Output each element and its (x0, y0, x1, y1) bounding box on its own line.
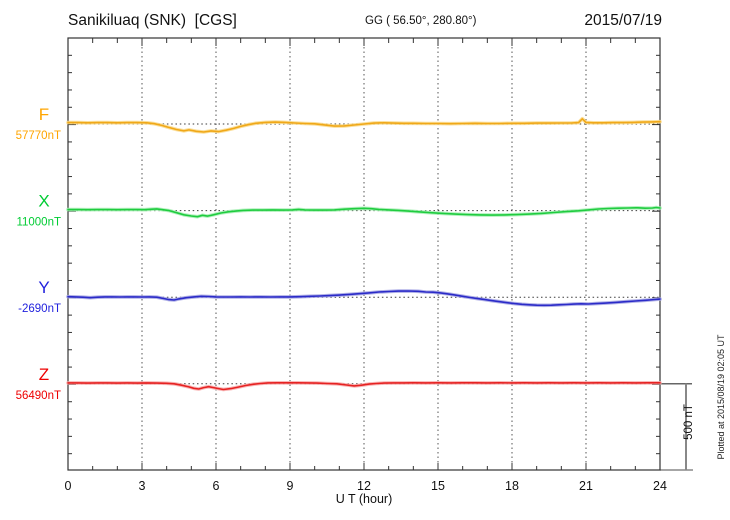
channel-letter-Z: Z (39, 365, 49, 384)
hour-label-12: 12 (357, 479, 371, 493)
plot-date: 2015/07/19 (584, 12, 662, 29)
axis-ticks (67, 38, 661, 470)
channel-letter-X: X (38, 192, 49, 211)
scale-bar-label: 500 nT (683, 404, 695, 440)
channel-label-F: F 57770nT (16, 105, 61, 142)
hour-label-0: 0 (65, 479, 72, 493)
hour-label-21: 21 (579, 479, 593, 493)
trace-F (66, 117, 662, 134)
channel-baseline-value-Z: 56490nT (16, 390, 61, 402)
scale-bar (660, 383, 693, 471)
hour-label-9: 9 (287, 479, 294, 493)
hour-label-24: 24 (653, 479, 667, 493)
channel-label-X: X 11000nT (16, 192, 61, 229)
trace-X (66, 205, 662, 219)
channel-label-Z: Z 56490nT (16, 365, 61, 402)
channel-letter-Y: Y (38, 278, 49, 297)
hour-label-15: 15 (431, 479, 445, 493)
geo-coordinates: GG ( 56.50°, 280.80°) (365, 15, 477, 27)
trace-Y (66, 289, 662, 308)
channel-baseline-value-F: 57770nT (16, 130, 61, 142)
plotted-at-note: Plotted at 2015/08/19 02:05 UT (716, 334, 726, 460)
hour-label-3: 3 (139, 479, 146, 493)
gridlines (141, 38, 587, 470)
channel-baseline-value-Y: -2690nT (18, 303, 61, 315)
hour-label-18: 18 (505, 479, 519, 493)
x-axis-label: U T (hour) (335, 492, 393, 506)
station-title: Sanikiluaq (SNK) [CGS] (68, 12, 237, 29)
channel-label-Y: Y -2690nT (18, 278, 61, 315)
hour-label-6: 6 (213, 479, 220, 493)
channel-letter-F: F (39, 105, 49, 124)
channel-baseline-value-X: 11000nT (16, 217, 61, 229)
hour-tick-labels: 0 3 6 9 12 15 18 21 24 (65, 479, 667, 493)
trace-Z (66, 380, 662, 392)
